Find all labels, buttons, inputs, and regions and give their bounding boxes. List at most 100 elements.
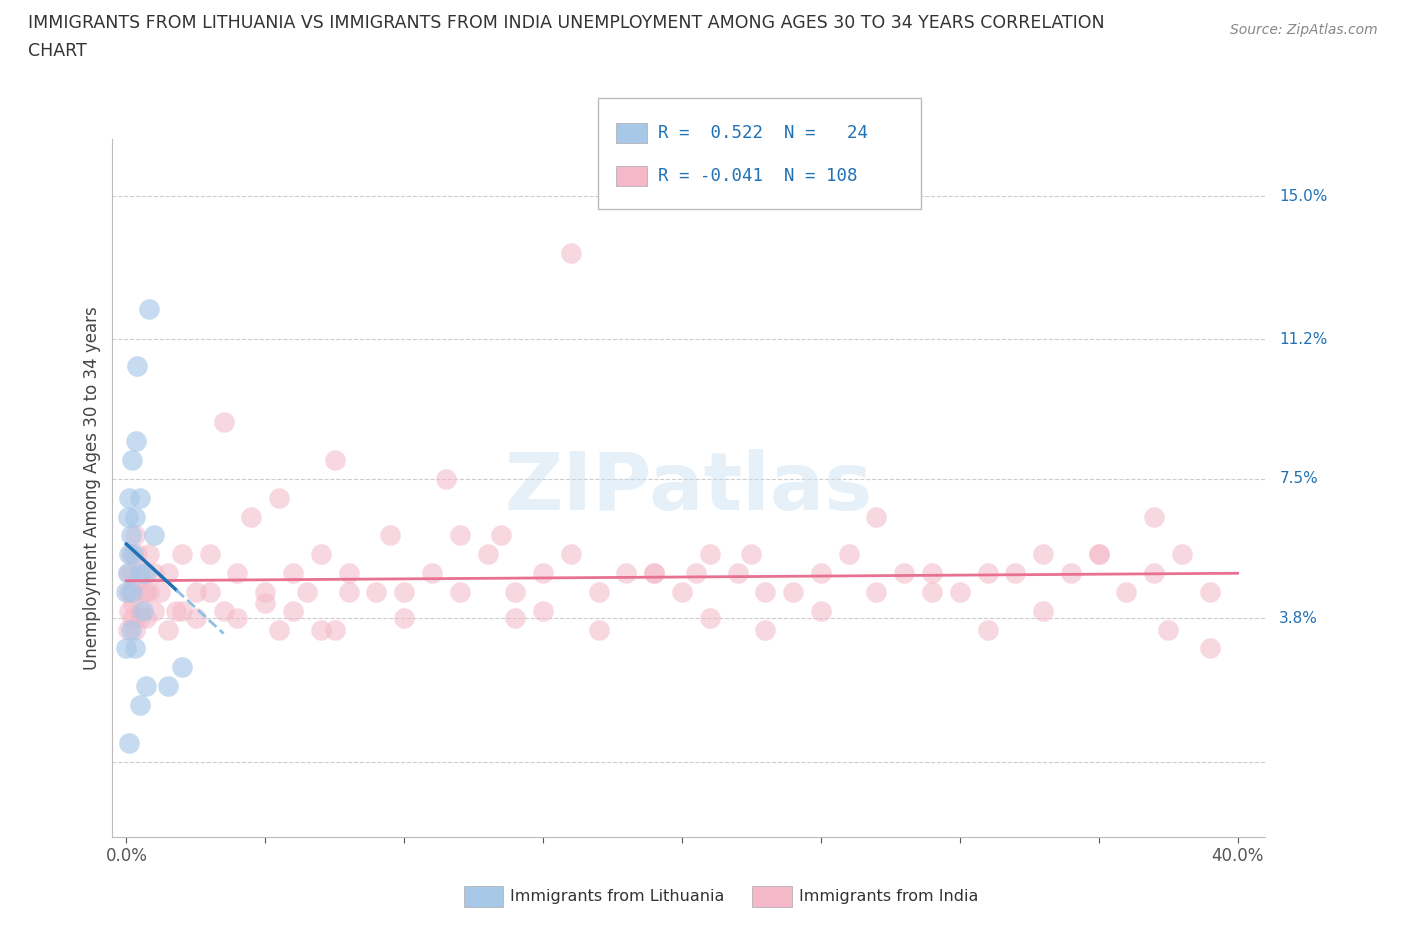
Point <box>120 584 142 599</box>
Point <box>269 622 291 637</box>
Point <box>212 604 235 618</box>
Text: IMMIGRANTS FROM LITHUANIA VS IMMIGRANTS FROM INDIA UNEMPLOYMENT AMONG AGES 30 TO: IMMIGRANTS FROM LITHUANIA VS IMMIGRANTS … <box>28 14 1105 32</box>
Point <box>366 584 388 599</box>
Point <box>129 490 152 505</box>
Point <box>949 584 972 599</box>
Point <box>170 604 193 618</box>
Point <box>754 622 776 637</box>
Text: 15.0%: 15.0% <box>1279 189 1327 204</box>
Point <box>337 584 360 599</box>
Point <box>1004 565 1026 580</box>
Point <box>531 565 554 580</box>
Text: Source: ZipAtlas.com: Source: ZipAtlas.com <box>1230 23 1378 37</box>
Point <box>727 565 749 580</box>
Point <box>143 565 166 580</box>
Point <box>699 547 721 562</box>
Point <box>170 547 193 562</box>
Text: ZIPatlas: ZIPatlas <box>505 449 873 527</box>
Text: Immigrants from India: Immigrants from India <box>799 889 979 904</box>
Point <box>295 584 318 599</box>
Point <box>125 433 148 448</box>
Point <box>143 528 166 543</box>
Point <box>505 584 527 599</box>
Point <box>269 490 291 505</box>
Point <box>226 565 249 580</box>
Point <box>976 565 998 580</box>
Point <box>129 698 152 712</box>
Point <box>127 547 149 562</box>
Point <box>122 596 145 611</box>
Point <box>323 622 346 637</box>
Point <box>337 565 360 580</box>
Point <box>392 584 415 599</box>
Point <box>1032 604 1054 618</box>
Point <box>588 584 610 599</box>
Point <box>434 472 457 486</box>
Point <box>1087 547 1109 562</box>
Point <box>810 604 832 618</box>
Point <box>117 509 139 524</box>
Point <box>323 453 346 468</box>
Point <box>165 604 187 618</box>
Point <box>129 611 152 626</box>
Point <box>921 584 943 599</box>
Point <box>1157 622 1180 637</box>
Point <box>560 246 582 260</box>
Point <box>118 604 141 618</box>
Point <box>121 584 143 599</box>
Point <box>198 584 221 599</box>
Point <box>491 528 513 543</box>
Point <box>449 584 471 599</box>
Point <box>138 301 160 316</box>
Text: R = -0.041  N = 108: R = -0.041 N = 108 <box>658 167 858 185</box>
Point <box>1143 565 1166 580</box>
Point <box>782 584 804 599</box>
Point <box>132 604 155 618</box>
Point <box>1198 641 1220 656</box>
Point <box>254 584 277 599</box>
Point <box>420 565 443 580</box>
Point <box>117 565 139 580</box>
Point <box>138 547 160 562</box>
Point <box>170 660 193 675</box>
Point <box>810 565 832 580</box>
Point <box>129 565 152 580</box>
Text: 7.5%: 7.5% <box>1279 472 1317 486</box>
Point <box>138 584 160 599</box>
Text: 3.8%: 3.8% <box>1279 611 1319 626</box>
Point <box>309 622 332 637</box>
Text: CHART: CHART <box>28 42 87 60</box>
Point <box>531 604 554 618</box>
Point <box>143 604 166 618</box>
Point <box>129 604 152 618</box>
Point <box>212 415 235 430</box>
Text: R =  0.522  N =   24: R = 0.522 N = 24 <box>658 124 868 142</box>
Point <box>921 565 943 580</box>
Point <box>120 622 142 637</box>
Point <box>1115 584 1137 599</box>
Point <box>115 641 138 656</box>
Point <box>281 604 304 618</box>
Point <box>865 584 887 599</box>
Point <box>117 565 139 580</box>
Point <box>124 528 146 543</box>
Point <box>118 547 141 562</box>
Point <box>124 509 146 524</box>
Point <box>449 528 471 543</box>
Point <box>893 565 915 580</box>
Point <box>135 584 157 599</box>
Point <box>198 547 221 562</box>
Point <box>121 565 143 580</box>
Y-axis label: Unemployment Among Ages 30 to 34 years: Unemployment Among Ages 30 to 34 years <box>83 306 101 671</box>
Point <box>157 679 180 694</box>
Point <box>1032 547 1054 562</box>
Point <box>754 584 776 599</box>
Point <box>740 547 762 562</box>
Point <box>122 547 145 562</box>
Point <box>477 547 499 562</box>
Point <box>865 509 887 524</box>
Point <box>115 584 138 599</box>
Point <box>1143 509 1166 524</box>
Point <box>254 596 277 611</box>
Point <box>838 547 860 562</box>
